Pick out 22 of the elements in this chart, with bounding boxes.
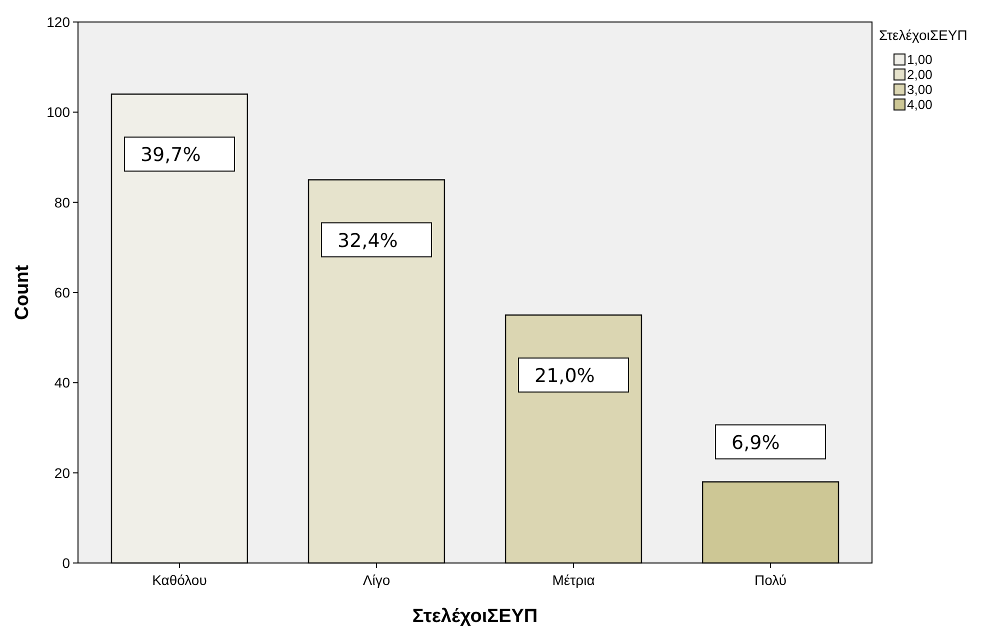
x-tick-label: Πολύ: [754, 572, 787, 588]
x-tick-label: Λίγο: [362, 572, 390, 588]
x-tick-label: Μέτρια: [552, 572, 595, 588]
y-tick-label: 0: [62, 555, 70, 571]
x-axis-title: ΣτελέχοιΣΕΥΠ: [412, 606, 538, 627]
y-tick-label: 120: [46, 14, 70, 30]
y-tick-label: 80: [54, 194, 70, 210]
legend-title: ΣτελέχοιΣΕΥΠ: [879, 27, 968, 43]
legend-label: 1,00: [907, 52, 932, 67]
y-tick-label: 60: [54, 284, 70, 300]
annotation: 32,4%: [337, 230, 398, 252]
legend-label: 2,00: [907, 67, 932, 82]
y-tick-label: 100: [46, 104, 70, 120]
annotation: 6,9%: [732, 432, 780, 454]
y-tick-label: 20: [54, 464, 70, 481]
annotation: 21,0%: [534, 365, 595, 388]
annotation: 39,7%: [140, 144, 201, 166]
y-tick-label: 40: [54, 374, 70, 391]
y-axis-title: Count: [12, 264, 33, 320]
x-tick-label: Καθόλου: [152, 572, 207, 588]
legend-label: 3,00: [907, 82, 932, 97]
legend-label: 4,00: [907, 97, 932, 112]
